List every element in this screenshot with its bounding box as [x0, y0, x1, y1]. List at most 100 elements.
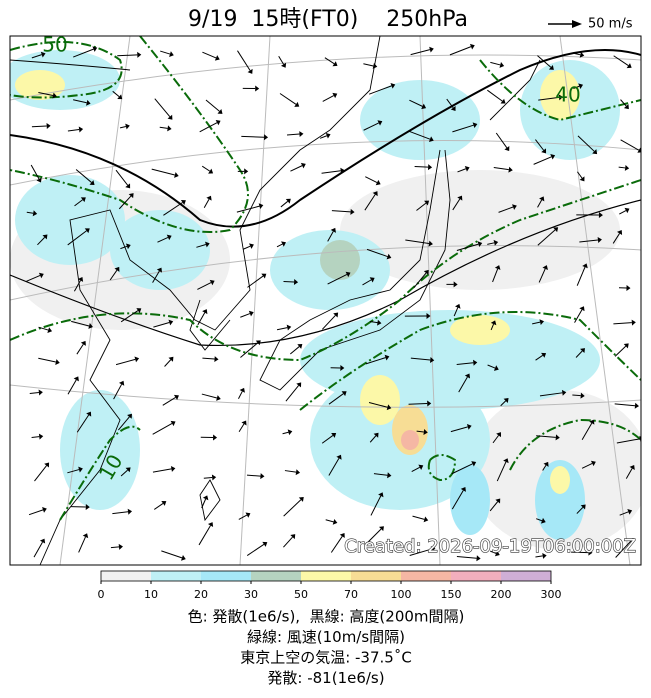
wind-arrow [112, 511, 129, 515]
wind-arrow [154, 98, 171, 118]
wind-arrow [152, 423, 173, 435]
wind-arrowhead [168, 319, 174, 326]
wind-arrowhead [372, 191, 378, 197]
wind-arrowhead [286, 324, 292, 331]
wind-arrow [160, 50, 171, 55]
wind-arrowhead [590, 460, 596, 467]
wind-arrow [331, 210, 351, 213]
wind-arrow [26, 211, 34, 214]
wind-arrowhead [39, 538, 46, 544]
wind-arrowhead [427, 164, 433, 171]
wind-arrowhead [330, 227, 336, 233]
wind-arrow [67, 230, 87, 246]
wind-arrowhead [423, 516, 429, 523]
wind-arrowhead [127, 413, 132, 419]
wind-arrow [618, 166, 626, 169]
wind-arrow [452, 198, 461, 211]
wind-arrow [283, 536, 293, 548]
wind-arrowhead [386, 253, 392, 260]
wind-arrow [34, 465, 47, 482]
wind-arrow [289, 346, 300, 355]
wind-arrow [456, 555, 477, 559]
wind-arrowhead [578, 83, 584, 90]
wind-arrow [542, 464, 547, 471]
wind-arrowhead [125, 123, 130, 130]
wind-arrowhead [427, 400, 432, 407]
wind-arrowhead [340, 167, 345, 174]
wind-arrow [575, 350, 583, 358]
colorbar-tick-label: 70 [344, 588, 358, 601]
wind-arrow [319, 135, 328, 139]
wind-arrowhead [169, 51, 174, 57]
wind-arrow [241, 135, 265, 138]
wind-arrow [328, 393, 344, 405]
wind-arrow [581, 422, 593, 440]
wind-arrow [574, 309, 583, 323]
wind-arrowhead [469, 43, 475, 50]
wind-arrowhead [378, 526, 384, 532]
wind-arrow [362, 279, 372, 286]
wind-arrow [536, 435, 556, 438]
wind-arrow [322, 315, 336, 330]
wind-arrow [532, 321, 541, 325]
wind-arrowhead [429, 46, 434, 53]
wind-arrowhead [332, 518, 338, 525]
wind-arrow [492, 435, 499, 444]
wind-arrowhead [428, 136, 434, 143]
wind-arrowhead [542, 265, 548, 271]
wind-arrowhead [247, 68, 253, 74]
wind-arrow [246, 543, 265, 556]
wind-arrow [453, 307, 459, 317]
wind-arrow [285, 385, 300, 402]
wind-arrowhead [77, 276, 84, 282]
wind-arrowhead [241, 420, 247, 426]
caption: 色: 発散(1e6/s), 黒線: 高度(200m間隔) 緑線: 風速(10m/s… [188, 608, 465, 688]
wind-arrowhead [36, 177, 42, 183]
wind-arrowhead [170, 420, 176, 427]
wind-arrowhead [455, 303, 461, 309]
colorbar-tick-label: 200 [491, 588, 512, 601]
wind-arrowhead [377, 319, 382, 326]
wind-arrowhead [628, 538, 634, 544]
wind-arrowhead [450, 105, 456, 111]
wind-arrow [115, 358, 136, 366]
colorbar-segment [401, 571, 451, 581]
wind-arrow [152, 270, 160, 283]
wind-arrowhead [217, 108, 223, 114]
wind-arrow [118, 195, 132, 210]
wind-arrowhead [125, 183, 131, 189]
wind-arrow [38, 326, 49, 331]
wind-arrow [67, 469, 80, 474]
wind-arrow [203, 198, 210, 209]
wind-arrow [537, 55, 552, 68]
wind-arrow [456, 243, 479, 251]
wind-arrowhead [597, 236, 602, 243]
wind-arrowhead [541, 148, 547, 154]
colorbar-frame [100, 570, 552, 582]
wind-arrow [405, 239, 430, 245]
wind-arrow [282, 431, 289, 435]
wind-arrowhead [166, 234, 172, 241]
wind-arrowhead [38, 272, 44, 279]
wind-arrow [287, 133, 300, 136]
wind-arrowhead [623, 343, 629, 349]
wind-arrowhead [208, 168, 214, 174]
wind-arrow [71, 320, 90, 327]
wind-arrow [202, 51, 217, 59]
wind-arrow [369, 435, 377, 443]
wind-arrow [67, 128, 80, 132]
wind-arrowhead [555, 434, 560, 441]
wind-arrowhead [471, 461, 477, 467]
wind-arrow [625, 468, 633, 479]
wind-arrow [237, 50, 251, 71]
wind-arrowhead [453, 281, 458, 288]
wind-arrow [37, 237, 46, 246]
wind-arrowhead [464, 165, 470, 172]
wind-arrow [450, 426, 468, 433]
wind-arrowhead [44, 462, 50, 468]
caption-line: 発散: -81(1e6/s) [267, 669, 384, 687]
wind-arrow [487, 242, 495, 245]
wind-arrow [410, 49, 431, 56]
colorbar-segment [201, 571, 251, 581]
